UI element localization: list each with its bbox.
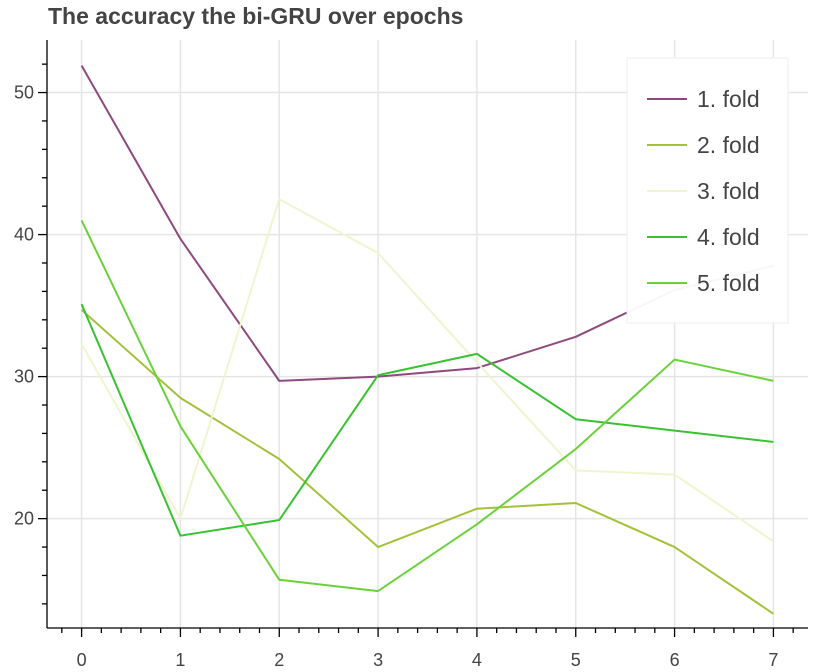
chart-title: The accuracy the bi-GRU over epochs — [48, 3, 463, 29]
legend-label-4: 4. fold — [697, 224, 760, 250]
series-line-2 — [80, 309, 774, 615]
x-tick-label-1: 1 — [175, 650, 185, 670]
legend-label-3: 3. fold — [697, 178, 760, 204]
x-tick-label-6: 6 — [670, 650, 680, 670]
x-tick-label-5: 5 — [571, 650, 581, 670]
y-tick-label-1: 30 — [14, 367, 34, 387]
series-line-4 — [80, 303, 774, 537]
grid — [47, 40, 808, 628]
x-tick-label-7: 7 — [768, 650, 778, 670]
legend-label-5: 5. fold — [697, 270, 760, 296]
legend-label-2: 2. fold — [697, 132, 760, 158]
y-tick-label-3: 50 — [14, 83, 34, 103]
x-tick-label-3: 3 — [373, 650, 383, 670]
legend-label-1: 1. fold — [697, 86, 760, 112]
series-line-5 — [80, 219, 774, 593]
axes: 0 1 2 3 4 5 6 7 20 30 40 50 — [14, 40, 808, 670]
x-tick-label-2: 2 — [274, 650, 284, 670]
x-tick-label-0: 0 — [77, 650, 87, 670]
legend: 1. fold 2. fold 3. fold 4. fold 5. fold — [626, 57, 789, 324]
x-tick-label-4: 4 — [472, 650, 482, 670]
y-tick-label-2: 40 — [14, 225, 34, 245]
y-tick-label-0: 20 — [14, 509, 34, 529]
series-line-3 — [80, 198, 774, 543]
